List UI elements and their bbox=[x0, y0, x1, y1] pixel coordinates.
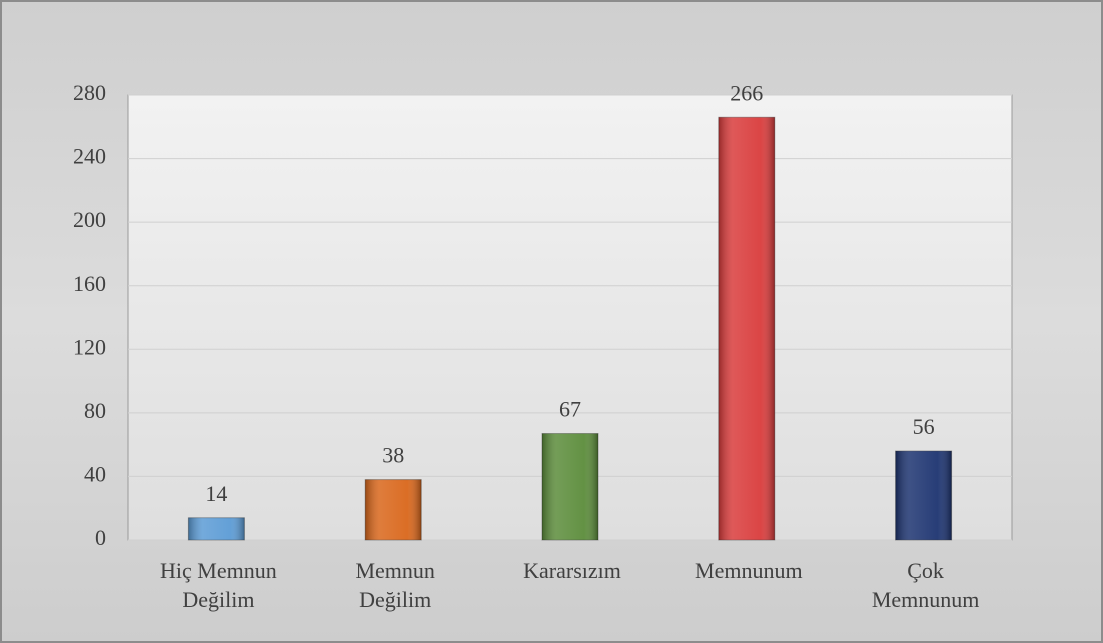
x-tick-label: Memnunum bbox=[695, 558, 803, 583]
data-label: 38 bbox=[382, 443, 404, 468]
bar-shine bbox=[188, 517, 245, 540]
bar-shine bbox=[718, 117, 775, 540]
data-label: 14 bbox=[205, 481, 227, 506]
x-tick-label: Çok Memnunum bbox=[871, 558, 980, 612]
data-label: 266 bbox=[730, 80, 763, 105]
bar-shine bbox=[542, 433, 598, 540]
data-label: 56 bbox=[913, 414, 935, 439]
y-tick-label: 280 bbox=[73, 80, 106, 105]
y-tick-label: 80 bbox=[84, 398, 106, 423]
x-tick-label: Kararsızım bbox=[523, 558, 621, 583]
data-label: 67 bbox=[559, 397, 581, 422]
y-tick-label: 120 bbox=[73, 334, 106, 359]
x-tick-label: Memnun Değilim bbox=[355, 558, 435, 612]
y-tick-label: 0 bbox=[95, 525, 106, 550]
y-tick-label: 160 bbox=[73, 271, 106, 296]
y-tick-label: 200 bbox=[73, 207, 106, 232]
x-tick-label: Hiç Memnun Değilim bbox=[160, 558, 277, 612]
bar-shine bbox=[365, 479, 422, 540]
bar-shine bbox=[895, 451, 952, 540]
y-tick-label: 240 bbox=[73, 144, 106, 169]
y-tick-label: 40 bbox=[84, 461, 106, 486]
